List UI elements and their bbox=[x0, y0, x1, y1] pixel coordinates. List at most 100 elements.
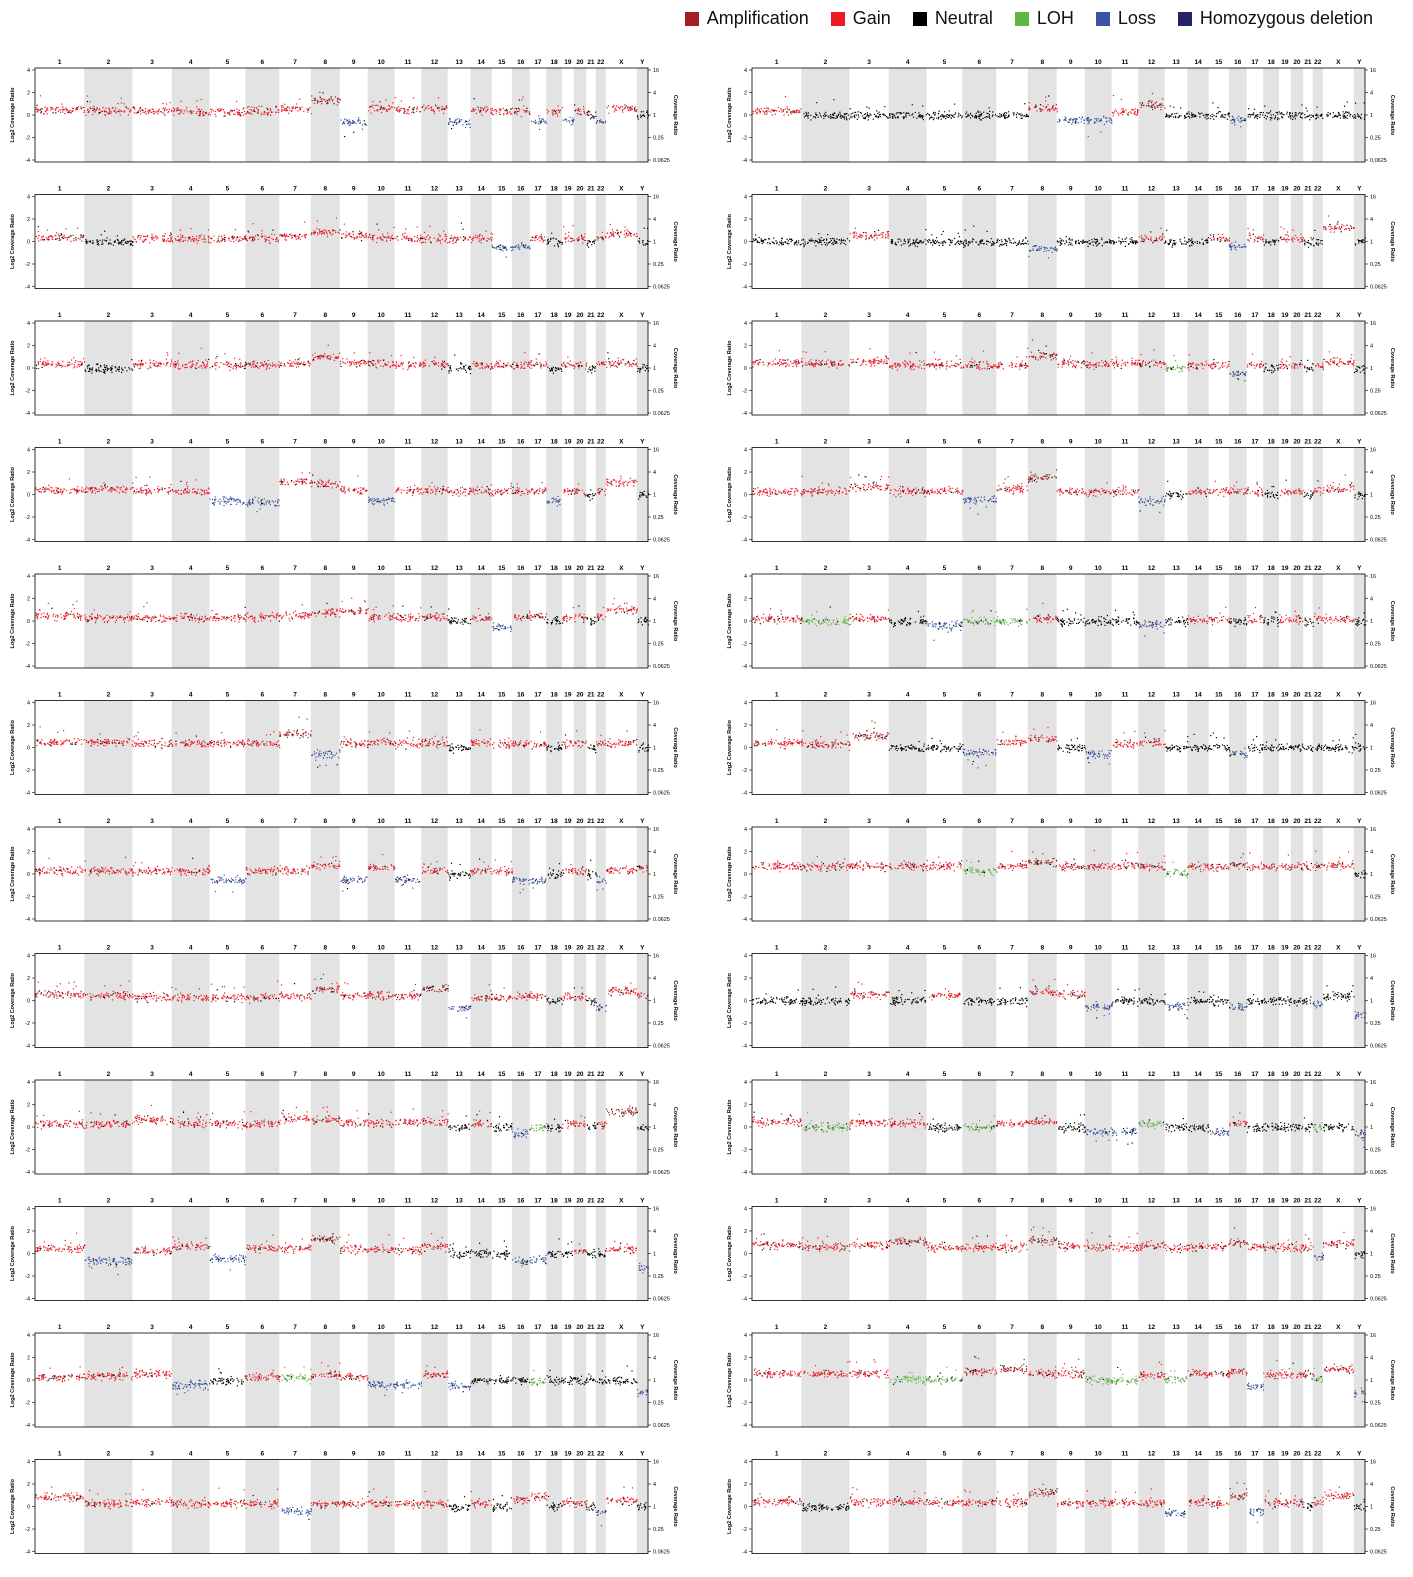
cn-point bbox=[390, 615, 392, 617]
cn-point bbox=[64, 617, 67, 620]
cn-point bbox=[120, 243, 123, 245]
cn-point bbox=[96, 241, 98, 243]
cn-point bbox=[343, 362, 345, 364]
cn-point bbox=[411, 111, 413, 113]
cn-point bbox=[319, 100, 322, 103]
cn-point bbox=[179, 238, 181, 240]
cn-point bbox=[377, 109, 379, 111]
cn-point bbox=[347, 122, 349, 124]
cn-point bbox=[441, 238, 443, 240]
cn-point bbox=[516, 110, 518, 113]
cn-point bbox=[86, 241, 88, 243]
cn-point bbox=[539, 490, 541, 492]
cn-point bbox=[455, 123, 457, 125]
cn-point bbox=[496, 360, 498, 362]
cn-point bbox=[296, 363, 298, 365]
cn-point bbox=[76, 491, 79, 493]
cn-point bbox=[610, 232, 612, 234]
cn-point bbox=[305, 363, 307, 365]
cn-point bbox=[601, 361, 603, 364]
cn-point bbox=[95, 363, 98, 365]
cn-point bbox=[295, 238, 297, 240]
cn-point bbox=[136, 365, 139, 367]
cn-point bbox=[51, 107, 53, 109]
cn-point bbox=[97, 614, 99, 616]
chrom-label-5: 5 bbox=[226, 565, 230, 572]
cn-point bbox=[541, 238, 543, 240]
cn-point bbox=[512, 249, 514, 251]
cn-point bbox=[472, 109, 474, 111]
cn-point bbox=[352, 234, 354, 236]
y-tick-label-left: 0 bbox=[27, 493, 30, 499]
cn-point bbox=[60, 490, 62, 492]
cn-point bbox=[368, 620, 370, 622]
chrom-label-19: 19 bbox=[564, 59, 572, 66]
cn-point bbox=[424, 365, 426, 367]
cn-point bbox=[635, 233, 638, 235]
cn-point bbox=[465, 369, 467, 371]
cn-point bbox=[181, 236, 183, 238]
cn-point bbox=[309, 614, 311, 616]
cn-point bbox=[487, 492, 489, 494]
cn-point bbox=[258, 109, 260, 111]
cn-point bbox=[530, 490, 532, 492]
cn-point bbox=[75, 490, 77, 492]
cn-point bbox=[277, 241, 279, 243]
cn-point bbox=[168, 240, 170, 242]
cn-point bbox=[528, 361, 530, 363]
cn-point bbox=[531, 488, 533, 490]
cn-point bbox=[35, 109, 37, 111]
cn-point bbox=[40, 236, 43, 238]
cn-point bbox=[265, 239, 268, 241]
cn-point bbox=[164, 487, 166, 490]
cn-point bbox=[533, 493, 536, 495]
cn-point bbox=[461, 492, 463, 494]
cn-point bbox=[401, 619, 403, 621]
cn-point bbox=[517, 366, 519, 368]
cn-point bbox=[529, 612, 531, 614]
cn-point bbox=[499, 113, 501, 116]
cn-point bbox=[462, 365, 465, 367]
cn-point bbox=[301, 483, 303, 485]
cn-point bbox=[581, 489, 583, 491]
cn-point bbox=[408, 113, 410, 115]
cn-point bbox=[390, 237, 392, 240]
chrom-label-Y: Y bbox=[640, 59, 645, 66]
cn-point bbox=[542, 118, 544, 120]
cn-point bbox=[563, 361, 565, 364]
cn-point bbox=[73, 608, 75, 610]
cn-point bbox=[295, 614, 298, 616]
cn-point bbox=[329, 232, 331, 234]
cn-point bbox=[353, 121, 356, 123]
cn-point bbox=[106, 367, 108, 369]
cn-point bbox=[558, 367, 560, 369]
cn-point bbox=[378, 361, 380, 363]
cn-point bbox=[456, 622, 458, 624]
cn-point bbox=[624, 108, 626, 110]
cn-point bbox=[40, 112, 42, 114]
cn-point bbox=[197, 488, 199, 490]
legend-item-loh: LOH bbox=[1014, 8, 1074, 29]
cn-point bbox=[571, 364, 573, 366]
cn-point bbox=[433, 615, 435, 617]
cn-point bbox=[458, 491, 460, 493]
cn-point bbox=[131, 241, 134, 243]
cn-point bbox=[395, 237, 397, 240]
cn-point bbox=[156, 488, 159, 490]
y-tick-label-right: 0.25 bbox=[653, 262, 664, 268]
cn-point bbox=[237, 237, 239, 239]
cn-point bbox=[254, 238, 256, 240]
cn-point bbox=[637, 116, 639, 118]
cn-point bbox=[290, 110, 293, 112]
cn-point bbox=[608, 361, 610, 363]
cn-point bbox=[468, 123, 470, 125]
cn-point bbox=[646, 496, 648, 498]
cn-point bbox=[110, 111, 112, 113]
cn-point bbox=[589, 241, 591, 243]
cn-point bbox=[535, 491, 537, 493]
cn-point bbox=[104, 616, 106, 618]
cn-point bbox=[108, 619, 110, 621]
cn-point bbox=[522, 616, 524, 618]
cn-point bbox=[383, 504, 385, 506]
cn-point bbox=[322, 92, 324, 94]
